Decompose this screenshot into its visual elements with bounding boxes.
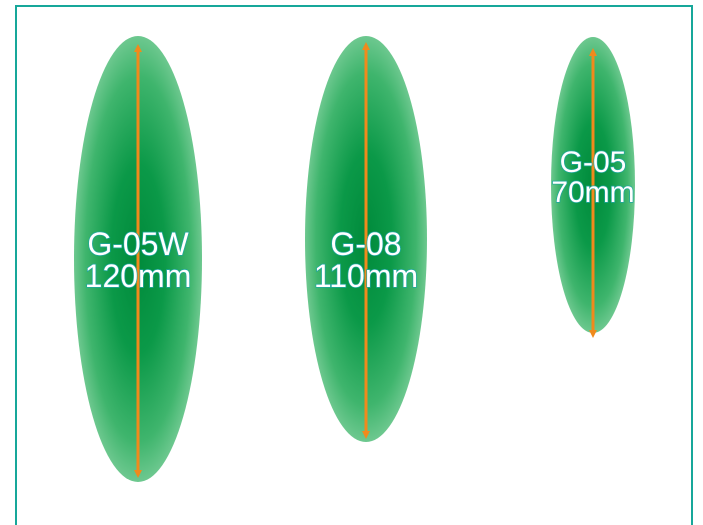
model-code: G-08 xyxy=(330,226,403,262)
label-g05: G-05 70mm xyxy=(523,146,663,209)
pattern-size: 70mm xyxy=(551,176,636,209)
diagram-frame xyxy=(15,5,693,525)
label-g05w: G-05W 120mm xyxy=(58,226,218,294)
label-g08: G-08 110mm xyxy=(286,226,446,294)
measurement-arrows xyxy=(134,42,597,478)
pattern-size: 120mm xyxy=(84,258,192,294)
model-code: G-05W xyxy=(87,226,190,262)
model-code: G-05 xyxy=(559,146,627,179)
pattern-size: 110mm xyxy=(313,258,419,294)
